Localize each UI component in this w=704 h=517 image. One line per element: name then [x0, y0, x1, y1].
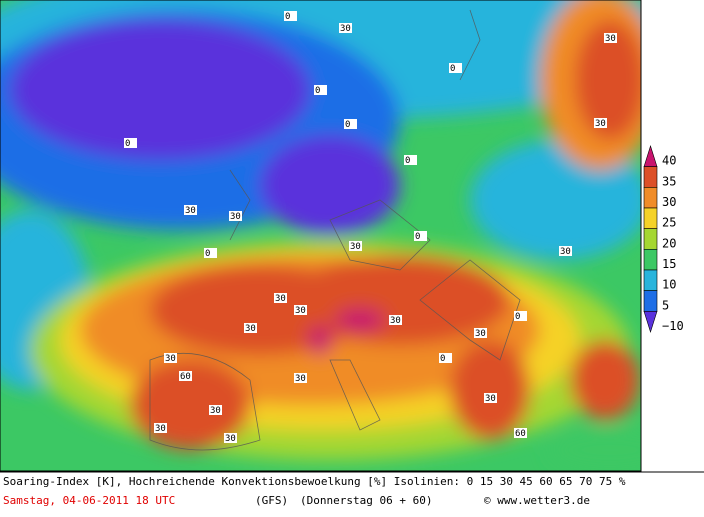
isoline-label: 30 — [245, 324, 256, 334]
colorbar-cap — [643, 145, 658, 167]
isoline-label: 30 — [605, 34, 616, 44]
isoline-label-box — [229, 211, 242, 221]
colorbar-segment — [643, 207, 658, 229]
isoline-label-box — [224, 433, 237, 443]
isoline-label-box — [344, 119, 357, 129]
isoline-label: 0 — [285, 12, 290, 22]
isoline-label: 0 — [125, 139, 130, 149]
isoline-label: 30 — [155, 424, 166, 434]
colorbar-label: −10 — [662, 319, 684, 333]
colorbar-segment — [643, 187, 658, 209]
footer-date: Samstag, 04-06-2011 18 UTC — [3, 494, 175, 507]
isoline-label: 30 — [390, 316, 401, 326]
field — [0, 0, 641, 471]
isoline-label: 0 — [415, 232, 420, 242]
isoline-label: 30 — [475, 329, 486, 339]
isoline-label-box — [349, 241, 362, 251]
isoline-label-box — [514, 311, 527, 321]
isoline-label-box — [484, 393, 497, 403]
isoline-label-box — [339, 23, 352, 33]
isoline-label-box — [314, 85, 327, 95]
isoline-label-box — [449, 63, 462, 73]
colorbar-segment — [643, 166, 658, 188]
colorbar-label: 30 — [662, 195, 676, 209]
isoline-label-box — [244, 323, 257, 333]
isoline-label: 30 — [165, 354, 176, 364]
isoline-label-box — [604, 33, 617, 43]
colorbar-label: 20 — [662, 236, 676, 250]
isoline-label: 30 — [295, 306, 306, 316]
isoline-label: 30 — [230, 212, 241, 222]
isoline-label: 30 — [560, 247, 571, 257]
isoline-label: 60 — [180, 372, 191, 382]
isoline-label-box — [154, 423, 167, 433]
isoline-label: 30 — [350, 242, 361, 252]
isoline-label-box — [274, 293, 287, 303]
isoline-label: 30 — [340, 24, 351, 34]
isoline-label-box — [179, 371, 192, 381]
colorbar: 40 35 30 25 20 15 10 5 −10 — [643, 145, 684, 333]
isoline-label: 30 — [485, 394, 496, 404]
isoline-label-box — [209, 405, 222, 415]
isoline-label: 0 — [450, 64, 455, 74]
isoline-label-box — [184, 205, 197, 215]
colorbar-label: 5 — [662, 298, 669, 312]
isoline-label: 60 — [515, 429, 526, 439]
footer-line1: Soaring-Index [K], Hochreichende Konvekt… — [3, 475, 626, 488]
isoline-label-box — [514, 428, 527, 438]
colorbar-segment — [643, 228, 658, 250]
isoline-label-box — [559, 246, 572, 256]
isoline-label-box — [164, 353, 177, 363]
isoline-label: 30 — [295, 374, 306, 384]
footer-model: (GFS) — [255, 494, 288, 507]
isoline-label-box — [294, 305, 307, 315]
colorbar-label: 40 — [662, 154, 676, 168]
isoline-label: 0 — [345, 120, 350, 130]
isoline-label: 30 — [225, 434, 236, 444]
isoline-label-box — [404, 155, 417, 165]
isoline-label-box — [124, 138, 137, 148]
colorbar-segment — [643, 290, 658, 312]
colorbar-label: 15 — [662, 257, 676, 271]
isoline-label: 0 — [515, 312, 520, 322]
footer-credit: © www.wetter3.de — [484, 494, 590, 507]
colorbar-segment — [643, 249, 658, 271]
isoline-label: 30 — [185, 206, 196, 216]
colorbar-label: 35 — [662, 174, 676, 188]
isoline-label-box — [474, 328, 487, 338]
isoline-label: 30 — [210, 406, 221, 416]
isoline-label: 0 — [315, 86, 320, 96]
isoline-label-box — [284, 11, 297, 21]
isoline-label-box — [294, 373, 307, 383]
isoline-label-box — [439, 353, 452, 363]
isoline-label: 0 — [405, 156, 410, 166]
isoline-label: 30 — [595, 119, 606, 129]
isoline-label-box — [389, 315, 402, 325]
isoline-labels: 30 30 30 30 0 0 0 0 0 30 60 30 30 30 30 0 30 30 60 30 30 30 0 0… — [124, 11, 617, 444]
isoline-label-box — [204, 248, 217, 258]
isoline-label: 0 — [205, 249, 210, 259]
colorbar-label: 25 — [662, 216, 676, 230]
colorbar-segment — [643, 269, 658, 291]
isoline-label-box — [594, 118, 607, 128]
isoline-label: 0 — [440, 354, 445, 364]
isoline-label: 30 — [275, 294, 286, 304]
colorbar-label: 10 — [662, 278, 676, 292]
footer-run: (Donnerstag 06 + 60) — [300, 494, 432, 507]
colorbar-cap — [643, 311, 658, 333]
isoline-label-box — [414, 231, 427, 241]
